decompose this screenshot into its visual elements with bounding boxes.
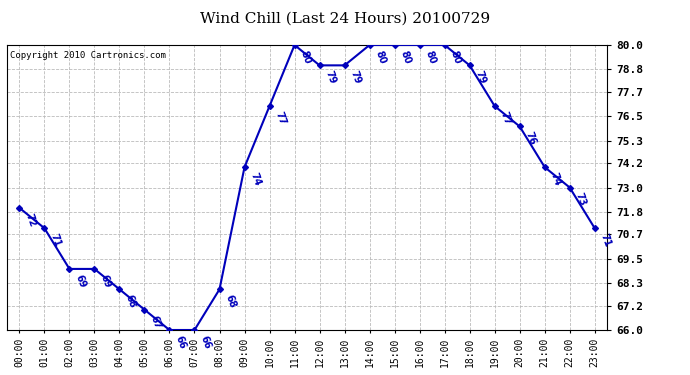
Text: 68: 68	[124, 294, 138, 310]
Text: 69: 69	[99, 273, 112, 289]
Text: 79: 79	[324, 69, 337, 86]
Text: 72: 72	[23, 212, 37, 228]
Text: 68: 68	[224, 294, 238, 310]
Text: 80: 80	[448, 49, 463, 65]
Text: 77: 77	[274, 110, 288, 126]
Text: 80: 80	[399, 49, 413, 65]
Text: 66: 66	[199, 334, 213, 350]
Text: 69: 69	[74, 273, 88, 289]
Text: 71: 71	[599, 232, 613, 249]
Text: 74: 74	[248, 171, 263, 188]
Text: 71: 71	[48, 232, 63, 249]
Text: 74: 74	[549, 171, 563, 188]
Text: 80: 80	[299, 49, 313, 65]
Text: 66: 66	[174, 334, 188, 350]
Text: 80: 80	[374, 49, 388, 65]
Text: 80: 80	[424, 49, 438, 65]
Text: 67: 67	[148, 314, 163, 330]
Text: 77: 77	[499, 110, 513, 126]
Text: Wind Chill (Last 24 Hours) 20100729: Wind Chill (Last 24 Hours) 20100729	[200, 11, 490, 25]
Text: Copyright 2010 Cartronics.com: Copyright 2010 Cartronics.com	[10, 51, 166, 60]
Text: 76: 76	[524, 130, 538, 147]
Text: 79: 79	[348, 69, 363, 86]
Text: 79: 79	[474, 69, 488, 86]
Text: 73: 73	[574, 192, 588, 208]
